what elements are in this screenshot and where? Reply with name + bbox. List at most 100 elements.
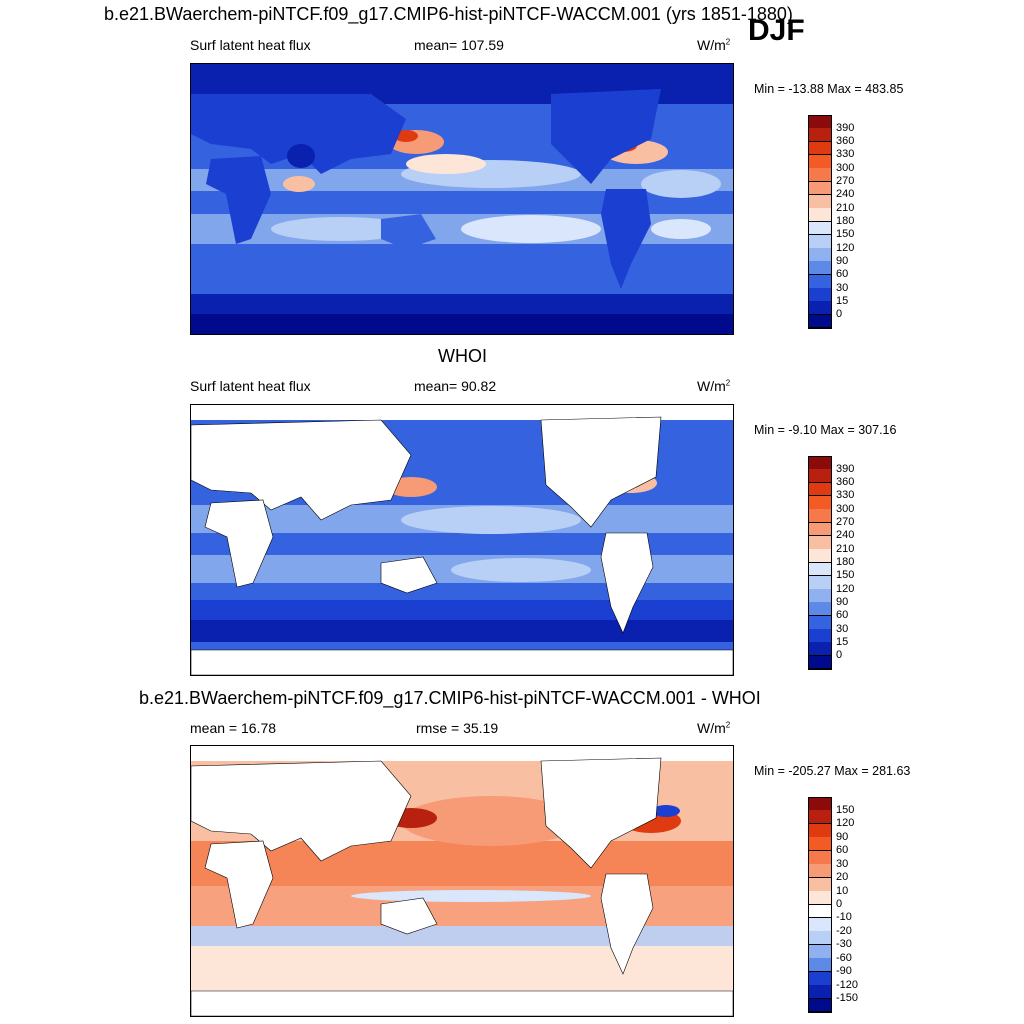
colorbar-tick-label: 150 [836,228,855,241]
colorbar-tick-label: 390 [836,462,855,475]
panel2-antarctica [191,649,733,675]
colorbar-tick-label: 240 [836,529,855,542]
panel2-spac-band [451,558,591,582]
colorbar-tick-label: 210 [836,542,855,555]
panel1-africa [206,156,271,244]
panel2-map-svg [191,416,733,675]
panel2-units: W/m2 [697,378,731,394]
panel1-australia [381,214,436,249]
panel2-title: WHOI [438,346,487,366]
colorbar-frame [808,115,832,328]
panel1-minmax: Min = -13.88 Max = 483.85 [754,82,904,96]
colorbar-tick-label: 240 [836,188,855,201]
colorbar-tick-label: 30 [836,622,849,635]
panel3-australia [380,897,438,935]
panel1-sind-band [271,217,411,241]
panel1-eurasia [191,94,406,174]
colorbar-tick-label: 60 [836,844,849,857]
colorbar-tick-label: 330 [836,489,855,502]
colorbar-tick-label: 10 [836,884,849,897]
colorbar-tick-label: 150 [836,803,855,816]
panel2-colorbar: 390 360 330 300 270 240 210 180 150 120 90 60 30 15 0 [808,456,878,670]
panel3-mean: mean = 16.78 [190,720,277,736]
panel3-colorbar: 150 120 90 60 30 20 10 0 -10 -20 -30 -60 -90 -120 -150 [808,797,878,1013]
colorbar-tick-label: -120 [836,978,859,991]
colorbar-tick-label: 330 [836,148,855,161]
colorbar-tick-label: -30 [836,938,852,951]
panel1-namerica [551,89,661,184]
colorbar-tick-label: 270 [836,516,855,529]
panel2-minmax: Min = -9.10 Max = 307.16 [754,423,897,437]
panel3-labrador-cool [652,805,680,817]
colorbar-tick-label: 150 [836,569,855,582]
panel2-mean: mean= 90.82 [414,378,497,394]
panel2-map [190,404,734,676]
colorbar-tick-label: 90 [836,595,849,608]
panel3-map [190,745,734,1017]
panel1-samerica [601,189,651,289]
colorbar-tick-label: 0 [836,308,843,321]
colorbar-tick-label: 20 [836,871,849,884]
panel3-namerica [540,757,662,869]
colorbar-swatch [808,314,832,329]
colorbar-tick-label: 15 [836,635,849,648]
panel1-map [190,63,734,335]
panel3-title: b.e21.BWaerchem-piNTCF.f09_g17.CMIP6-his… [139,688,761,708]
colorbar-swatch [808,998,832,1013]
colorbar-tick-label: 90 [836,254,849,267]
colorbar-tick-label: -150 [836,992,859,1005]
panel3-antarctica [191,990,733,1016]
panel1-mean: mean= 107.59 [414,37,504,53]
panel3-south-band [191,946,733,991]
panel3-npac-warm [401,796,581,846]
colorbar-tick-label: 270 [836,175,855,188]
panel1-arabian [283,176,315,192]
panel1-satl-band [651,219,711,239]
panel3-map-svg [191,757,733,1016]
panel1-map-svg [191,64,733,334]
colorbar-tick-label: 15 [836,294,849,307]
colorbar-tick-label: -90 [836,965,852,978]
panel2-variable: Surf latent heat flux [190,378,311,394]
colorbar-tick-label: 120 [836,817,855,830]
panel1-npac-warm [406,154,486,174]
panel3-eq-cool [351,890,591,902]
panel3-south-cool [191,926,733,946]
colorbar-tick-label: 180 [836,215,855,227]
colorbar-tick-label: 360 [836,476,855,489]
panel3-units: W/m2 [697,720,731,736]
panel3-minmax: Min = -205.27 Max = 281.63 [754,764,911,778]
panel2-namerica [540,416,662,528]
panel1-spac-band [461,215,601,243]
colorbar-tick-label: 360 [836,135,855,148]
colorbar-tick-label: 60 [836,609,849,622]
colorbar-frame [808,797,832,1012]
panel1-antarctica [191,319,733,334]
colorbar-tick-label: 60 [836,268,849,281]
panel1-land [191,89,733,334]
colorbar-frame [808,456,832,669]
colorbar-tick-label: 30 [836,281,849,294]
panel2-eurasia [191,419,412,521]
panel1-title: b.e21.BWaerchem-piNTCF.f09_g17.CMIP6-his… [104,4,793,24]
colorbar-tick-label: 0 [836,898,843,910]
colorbar-tick-label: -60 [836,951,852,964]
panel1-natl-band [641,170,721,198]
season-label: DJF [748,14,805,47]
panel2-samerica [600,532,654,634]
panel3-samerica [600,873,654,975]
colorbar-tick-label: 120 [836,241,855,254]
panel1-colorbar: 390 360 330 300 270 240 210 180 150 120 90 60 30 15 0 [808,115,878,329]
panel2-australia [380,556,438,594]
panel3-rmse: rmse = 35.19 [416,720,499,736]
colorbar-tick-label: 390 [836,121,855,134]
colorbar-tick-label: 0 [836,649,843,662]
panel1-variable: Surf latent heat flux [190,37,311,53]
panel3-eurasia [191,760,412,862]
colorbar-tick-label: 300 [836,161,855,174]
colorbar-tick-label: 120 [836,582,855,595]
panel2-south-dark [191,620,733,642]
colorbar-tick-label: 90 [836,830,849,843]
panel2-africa [204,499,274,588]
colorbar-tick-label: -20 [836,924,852,937]
